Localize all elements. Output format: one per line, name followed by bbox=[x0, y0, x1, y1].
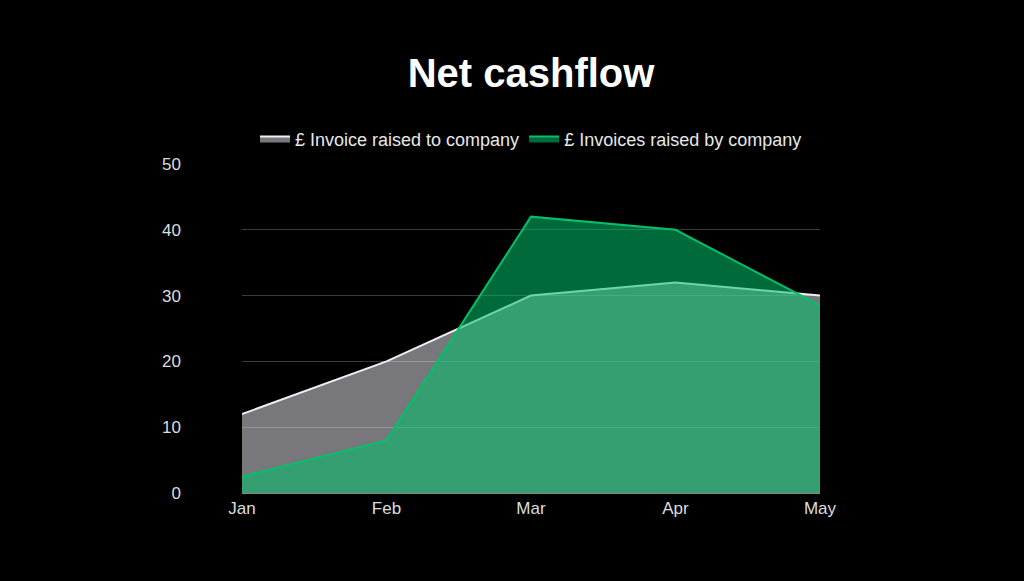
svg-text:May: May bbox=[804, 499, 837, 518]
svg-text:40: 40 bbox=[162, 221, 181, 240]
svg-text:30: 30 bbox=[162, 287, 181, 306]
svg-text:£ Invoices raised by company: £ Invoices raised by company bbox=[564, 130, 801, 150]
svg-text:Mar: Mar bbox=[516, 499, 546, 518]
svg-text:Net cashflow: Net cashflow bbox=[408, 51, 656, 95]
svg-text:Jan: Jan bbox=[228, 499, 255, 518]
svg-text:Feb: Feb bbox=[372, 499, 401, 518]
svg-text:50: 50 bbox=[162, 155, 181, 174]
svg-text:0: 0 bbox=[172, 484, 181, 503]
svg-text:20: 20 bbox=[162, 352, 181, 371]
svg-text:10: 10 bbox=[162, 418, 181, 437]
svg-text:Apr: Apr bbox=[662, 499, 689, 518]
svg-text:£ Invoice raised to company: £ Invoice raised to company bbox=[295, 130, 519, 150]
